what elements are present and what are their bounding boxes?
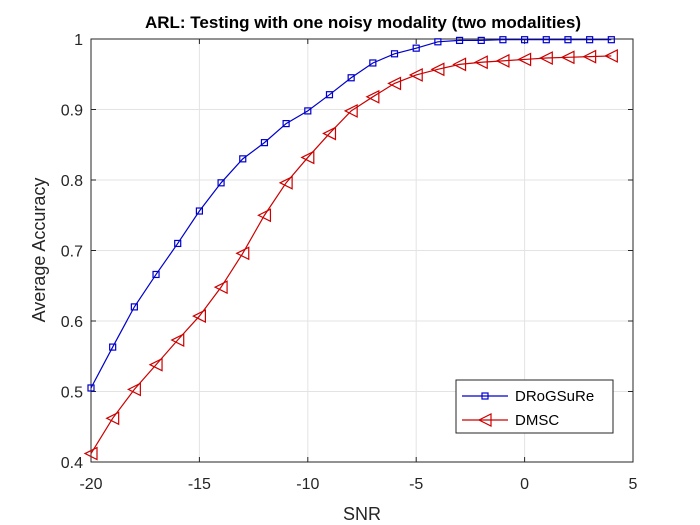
chart-title: ARL: Testing with one noisy modality (tw… [145, 13, 581, 32]
drogsure-point [499, 36, 507, 44]
drogsure-point [586, 36, 594, 44]
x-axis-label: SNR [343, 504, 381, 524]
y-tick-label: 0.6 [61, 314, 83, 331]
legend-entry-dmsc: DMSC [462, 412, 559, 429]
x-tick-label: 5 [629, 476, 638, 493]
drogsure-point [260, 139, 269, 147]
series-layer [83, 36, 618, 461]
dmsc-point [83, 446, 98, 461]
drogsure-point [347, 74, 355, 82]
legend-drogsure-point [481, 392, 489, 400]
drogsure-point [607, 36, 615, 44]
dmsc-point [430, 62, 445, 77]
drogsure-point [109, 343, 117, 351]
dmsc-point [322, 126, 337, 141]
drogsure-point [239, 155, 247, 163]
dmsc-point [235, 246, 250, 261]
drogsure-point [174, 239, 182, 248]
dmsc-point [473, 55, 488, 70]
legend-box [455, 379, 614, 434]
dmsc-point [365, 89, 380, 104]
dmsc-point [452, 57, 467, 72]
drogsure-point [434, 38, 442, 46]
x-tick-label: -10 [296, 476, 319, 493]
y-axis-label: Average Accuracy [29, 178, 49, 323]
drogsure-point [520, 36, 529, 44]
dmsc-point [148, 357, 163, 372]
dmsc-point [300, 150, 315, 165]
drogsure-point [282, 119, 290, 128]
dmsc-point [278, 175, 293, 190]
series-drogsure [87, 36, 615, 392]
y-tick-label: 0.9 [61, 103, 83, 120]
x-tick-label: 0 [520, 476, 529, 493]
dmsc-line [90, 55, 612, 454]
dmsc-point [127, 382, 141, 397]
dmsc-point [538, 51, 553, 66]
x-tick-label: -20 [79, 476, 102, 493]
dmsc-point [343, 103, 358, 118]
dmsc-point [192, 309, 206, 324]
drogsure-point [217, 179, 225, 187]
drogsure-point [304, 107, 312, 115]
drogsure-line [90, 39, 612, 389]
drogsure-point [477, 36, 485, 45]
dmsc-point [517, 52, 532, 67]
drogsure-point [412, 44, 420, 52]
legend: DRoGSuRe DMSC [455, 379, 614, 434]
y-tick-label: 0.5 [61, 385, 83, 402]
y-tick-label: 0.4 [61, 455, 83, 472]
y-tick-label: 0.7 [61, 244, 83, 261]
series-dmsc [83, 48, 618, 461]
legend-entry-drogsure: DRoGSuRe [462, 388, 594, 405]
drogsure-point [390, 50, 399, 58]
legend-label: DMSC [515, 412, 559, 429]
dmsc-point [387, 76, 402, 91]
legend-dmsc-point [477, 413, 492, 427]
dmsc-point [582, 49, 597, 64]
dmsc-point [170, 333, 185, 348]
drogsure-point [87, 384, 95, 392]
drogsure-point [542, 36, 550, 44]
dmsc-point [560, 50, 575, 65]
drogsure-point [152, 270, 160, 279]
legend-label: DRoGSuRe [515, 388, 594, 405]
drogsure-point [369, 59, 377, 67]
drogsure-point [455, 36, 464, 45]
drogsure-point [564, 36, 572, 44]
dmsc-point [213, 280, 228, 295]
x-tick-label: -5 [409, 476, 423, 493]
x-tick-label: -15 [188, 476, 211, 493]
dmsc-point [257, 208, 272, 223]
drogsure-point [325, 91, 334, 99]
dmsc-point [495, 53, 510, 68]
y-tick-label: 0.8 [61, 173, 83, 190]
axis-ticks: -20 -15 -10 -5 0 5 0.4 0.5 0.6 0.7 0.8 0.9 1 [61, 32, 638, 493]
dmsc-point [105, 411, 120, 426]
y-tick-label: 1 [74, 32, 83, 49]
dmsc-point [603, 48, 618, 63]
drogsure-point [130, 303, 138, 311]
drogsure-point [195, 207, 203, 215]
dmsc-point [408, 67, 423, 82]
